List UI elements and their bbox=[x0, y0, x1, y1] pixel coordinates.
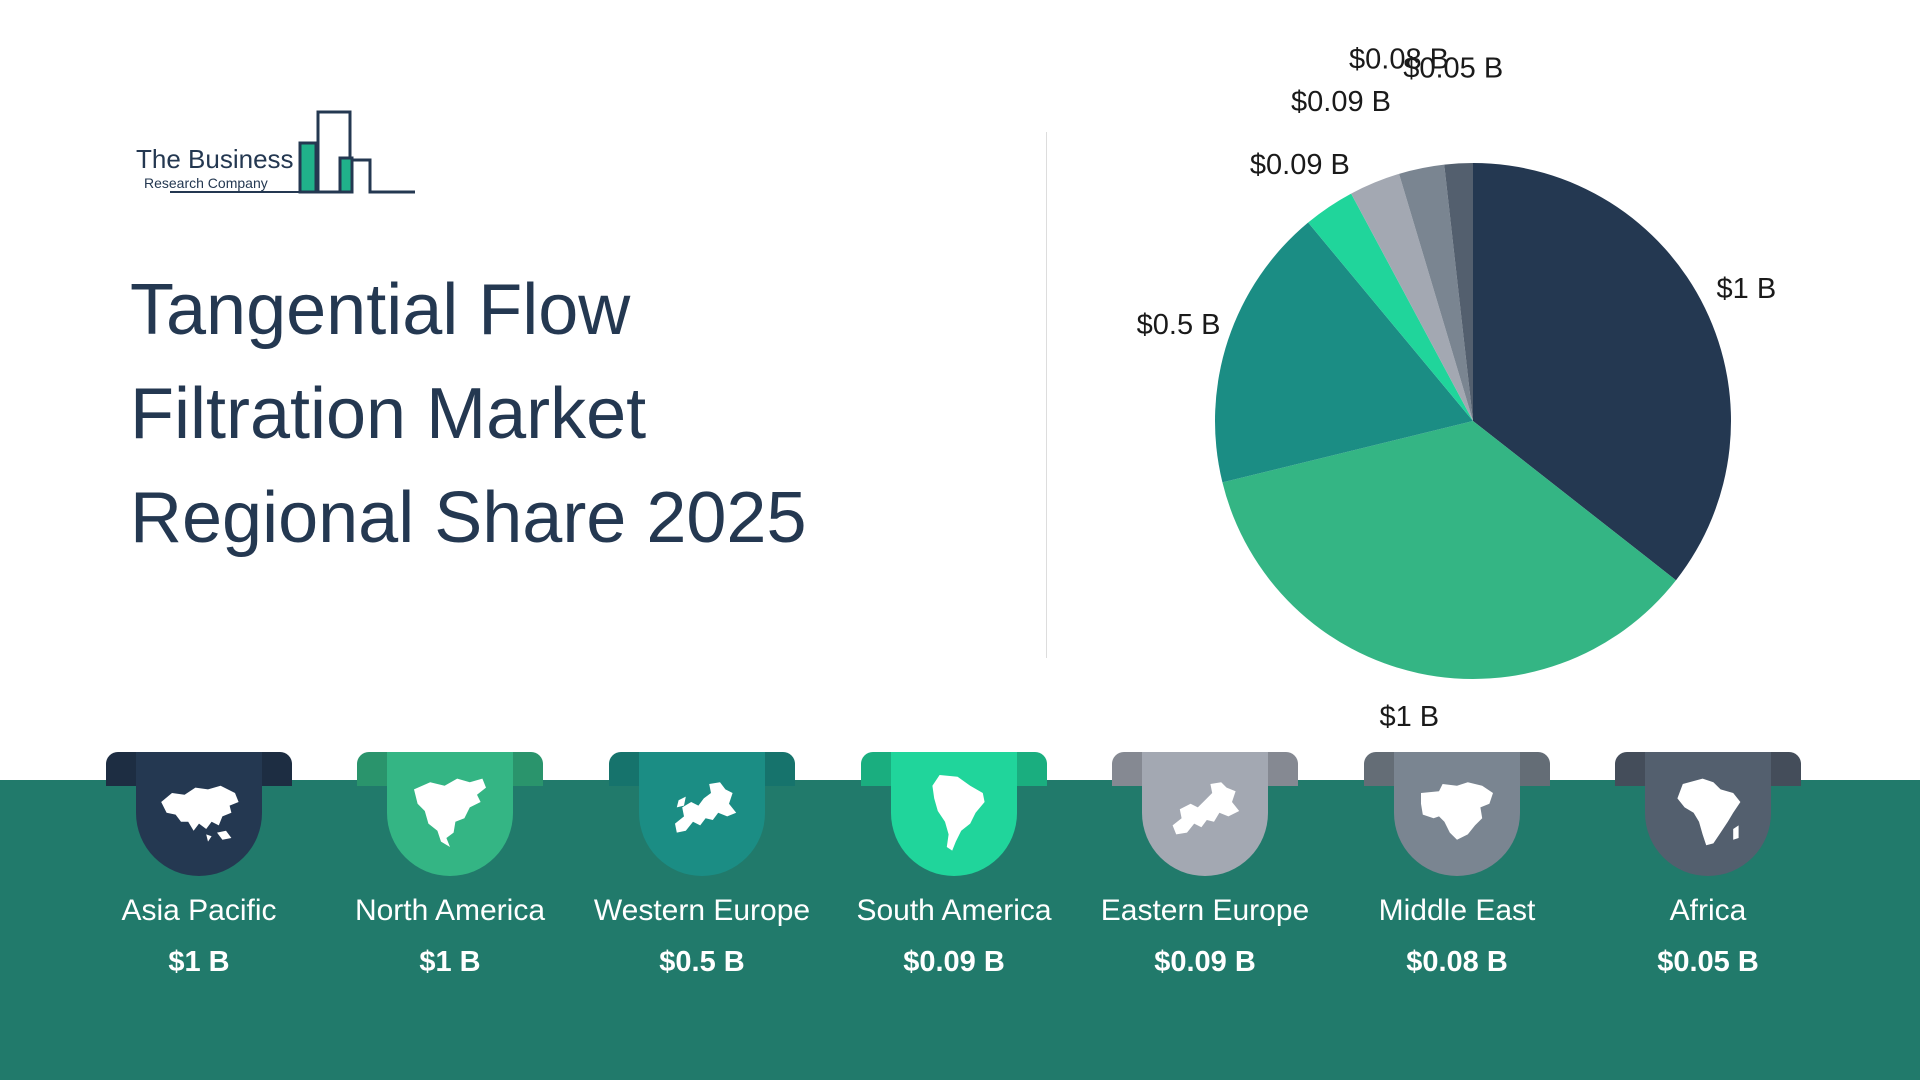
eastern-europe-map-icon bbox=[1160, 766, 1250, 862]
logo-line2: Research Company bbox=[144, 175, 268, 191]
region-name: Western Europe bbox=[593, 894, 811, 927]
tab-fold-left bbox=[861, 752, 891, 786]
region-value: $0.08 B bbox=[1406, 946, 1508, 978]
asia-map-icon bbox=[154, 766, 244, 862]
region-card-asia-pacific: Asia Pacific $1 B bbox=[106, 752, 292, 1022]
region-badge bbox=[891, 752, 1017, 876]
region-name: Asia Pacific bbox=[121, 894, 277, 927]
region-card-western-europe: Western Europe $0.5 B bbox=[594, 752, 810, 1022]
pie-slice-north-america bbox=[1222, 421, 1676, 679]
title-line-3: Regional Share 2025 bbox=[130, 478, 807, 558]
pie-label-middle-east: $0.08 B bbox=[1349, 43, 1449, 75]
tab-fold-right bbox=[1771, 752, 1801, 786]
north-america-map-icon bbox=[405, 766, 495, 862]
tab-fold-right bbox=[262, 752, 292, 786]
region-card-north-america: North America $1 B bbox=[355, 752, 545, 1022]
region-card-south-america: South America $0.09 B bbox=[856, 752, 1052, 1022]
tab-fold-left bbox=[357, 752, 387, 786]
region-badge bbox=[639, 752, 765, 876]
region-card-eastern-europe: Eastern Europe $0.09 B bbox=[1101, 752, 1309, 1022]
region-value: $1 B bbox=[168, 946, 230, 978]
south-america-map-icon bbox=[909, 766, 999, 862]
region-value: $0.05 B bbox=[1657, 946, 1759, 978]
pie-slice-western-europe bbox=[1215, 222, 1473, 483]
logo-line1: The Business bbox=[136, 144, 294, 174]
region-badge bbox=[136, 752, 262, 876]
vertical-divider bbox=[1046, 132, 1047, 658]
region-name: Eastern Europe bbox=[1100, 894, 1310, 927]
tab-fold-left bbox=[106, 752, 136, 786]
pie-slice-asia-pacific bbox=[1473, 163, 1731, 581]
pie-slice-africa bbox=[1444, 163, 1473, 421]
pie-label-africa: $0.05 B bbox=[1403, 53, 1503, 85]
region-badge bbox=[1645, 752, 1771, 876]
pie-label-north-america: $1 B bbox=[1379, 701, 1439, 733]
tab-fold-left bbox=[1615, 752, 1645, 786]
region-value: $1 B bbox=[419, 946, 481, 978]
region-card-africa: Africa $0.05 B bbox=[1615, 752, 1801, 1022]
pie-label-eastern-europe: $0.09 B bbox=[1291, 86, 1391, 118]
pie-label-south-america: $0.09 B bbox=[1250, 149, 1350, 181]
tab-fold-right bbox=[765, 752, 795, 786]
title-line-2: Filtration Market bbox=[130, 374, 647, 454]
tab-fold-right bbox=[1017, 752, 1047, 786]
region-name: Middle East bbox=[1378, 894, 1536, 927]
region-name: South America bbox=[856, 894, 1052, 927]
pie-label-western-europe: $0.5 B bbox=[1137, 309, 1221, 341]
pie-label-asia-pacific: $1 B bbox=[1717, 273, 1777, 305]
western-europe-map-icon bbox=[657, 766, 747, 862]
logo-buildings-icon: The Business Research Company bbox=[136, 110, 415, 194]
tab-fold-right bbox=[1268, 752, 1298, 786]
tab-fold-right bbox=[1520, 752, 1550, 786]
region-value: $0.09 B bbox=[903, 946, 1005, 978]
tab-fold-left bbox=[609, 752, 639, 786]
region-badge bbox=[387, 752, 513, 876]
tab-fold-right bbox=[513, 752, 543, 786]
region-value: $0.5 B bbox=[659, 946, 745, 978]
page-title: Tangential Flow Filtration Market Region… bbox=[130, 258, 950, 570]
tab-fold-left bbox=[1112, 752, 1142, 786]
pie-slice-eastern-europe bbox=[1351, 173, 1473, 421]
tab-fold-left bbox=[1364, 752, 1394, 786]
title-line-1: Tangential Flow bbox=[130, 270, 631, 350]
region-card-middle-east: Middle East $0.08 B bbox=[1364, 752, 1550, 1022]
region-badge bbox=[1394, 752, 1520, 876]
africa-map-icon bbox=[1663, 766, 1753, 862]
region-name: North America bbox=[354, 894, 546, 927]
pie-slice-middle-east bbox=[1399, 164, 1473, 422]
region-badge bbox=[1142, 752, 1268, 876]
region-value: $0.09 B bbox=[1154, 946, 1256, 978]
pie-slice-south-america bbox=[1308, 193, 1473, 421]
middle-east-map-icon bbox=[1412, 766, 1502, 862]
company-logo: The Business Research Company bbox=[130, 108, 430, 198]
region-name: Africa bbox=[1669, 894, 1747, 927]
